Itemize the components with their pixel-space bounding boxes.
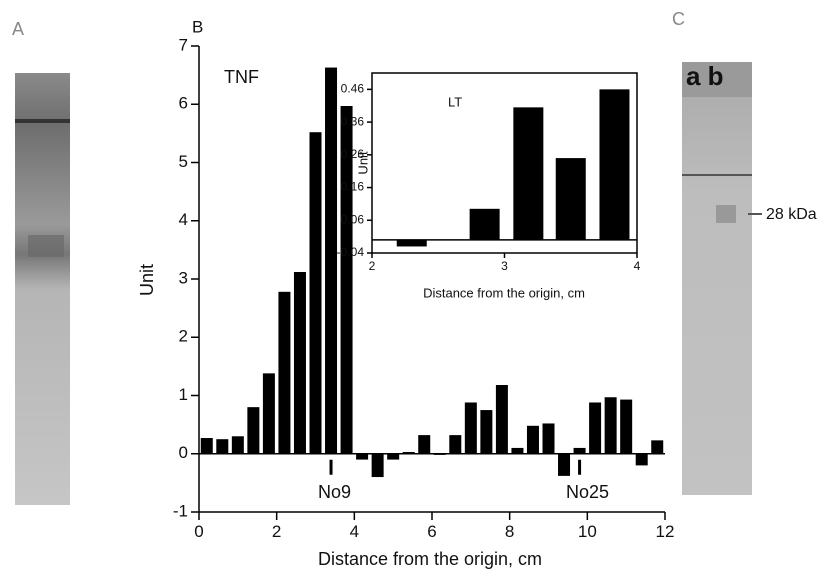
gel-band [716, 205, 736, 223]
bar [464, 402, 477, 454]
bar [449, 435, 462, 454]
x-tick-label: 2 [272, 522, 281, 541]
x-axis-label: Distance from the origin, cm [423, 285, 585, 300]
y-tick-label: -1 [173, 501, 188, 520]
x-tick-label: 4 [634, 259, 641, 273]
annotation: TNF [224, 67, 259, 87]
y-tick-label: 7 [179, 35, 188, 54]
annotation: No9 [318, 482, 351, 502]
annotation: No25 [566, 482, 609, 502]
bar [513, 107, 544, 240]
lane-labels: a b [686, 61, 724, 91]
bar [309, 132, 322, 454]
x-tick-label: 6 [427, 522, 436, 541]
y-axis-label: Unit [355, 151, 370, 175]
bar [278, 291, 291, 454]
gel-band [682, 174, 752, 176]
bar [511, 447, 524, 454]
bar [402, 452, 415, 454]
bar [433, 453, 446, 455]
bar [340, 105, 353, 454]
bar [231, 436, 244, 454]
panel-label: A [12, 19, 24, 39]
panel-label: B [192, 17, 203, 36]
bar [396, 239, 427, 247]
bar [558, 453, 571, 476]
bar [262, 373, 275, 454]
bar [371, 453, 384, 478]
gel-lane [15, 73, 70, 505]
gel-top [682, 62, 752, 97]
bar [620, 399, 633, 454]
bar [387, 453, 400, 460]
bar [200, 438, 213, 454]
bar [555, 158, 586, 240]
x-tick-label: 8 [505, 522, 514, 541]
bar [651, 440, 664, 454]
y-tick-label: 0.26 [341, 147, 365, 161]
bar [599, 89, 630, 240]
gel-lane [682, 62, 752, 495]
bar [293, 272, 306, 454]
x-tick-label: 2 [369, 259, 376, 273]
bar [480, 410, 493, 454]
bar [247, 407, 260, 454]
bar [589, 402, 602, 454]
y-tick-label: 1 [179, 385, 188, 404]
annotation: LT [448, 94, 462, 109]
bar [635, 453, 648, 466]
marker-label: 28 kDa [766, 206, 817, 223]
bar [216, 439, 229, 454]
y-tick-label: 2 [179, 327, 188, 346]
y-tick-label: 5 [179, 152, 188, 171]
x-tick-label: 10 [578, 522, 597, 541]
y-axis-label: Unit [137, 264, 157, 296]
y-tick-label: 0 [179, 443, 188, 462]
y-tick-label: 0.46 [341, 82, 365, 96]
bar [526, 425, 539, 454]
plot-frame [371, 72, 638, 254]
bar [495, 385, 508, 454]
y-tick-label: 4 [179, 210, 188, 229]
y-tick-label: -0.04 [337, 245, 365, 259]
x-tick-label: 0 [194, 522, 203, 541]
bar [356, 453, 369, 460]
bar [469, 208, 500, 240]
gel-band [15, 119, 70, 123]
bar [604, 397, 617, 454]
y-tick-label: 0.06 [341, 212, 365, 226]
bar [542, 423, 555, 454]
x-tick-label: 3 [501, 259, 508, 273]
gel-band [28, 235, 64, 257]
y-tick-label: 0.16 [341, 180, 365, 194]
bar [573, 447, 586, 454]
panel-label: C [672, 9, 685, 29]
x-tick-label: 12 [656, 522, 675, 541]
x-tick-label: 4 [350, 522, 359, 541]
x-axis-label: Distance from the origin, cm [318, 549, 542, 569]
y-tick-label: 6 [179, 94, 188, 113]
bar [325, 67, 338, 454]
y-tick-label: 0.36 [341, 114, 365, 128]
y-tick-label: 3 [179, 268, 188, 287]
bar [418, 435, 431, 454]
